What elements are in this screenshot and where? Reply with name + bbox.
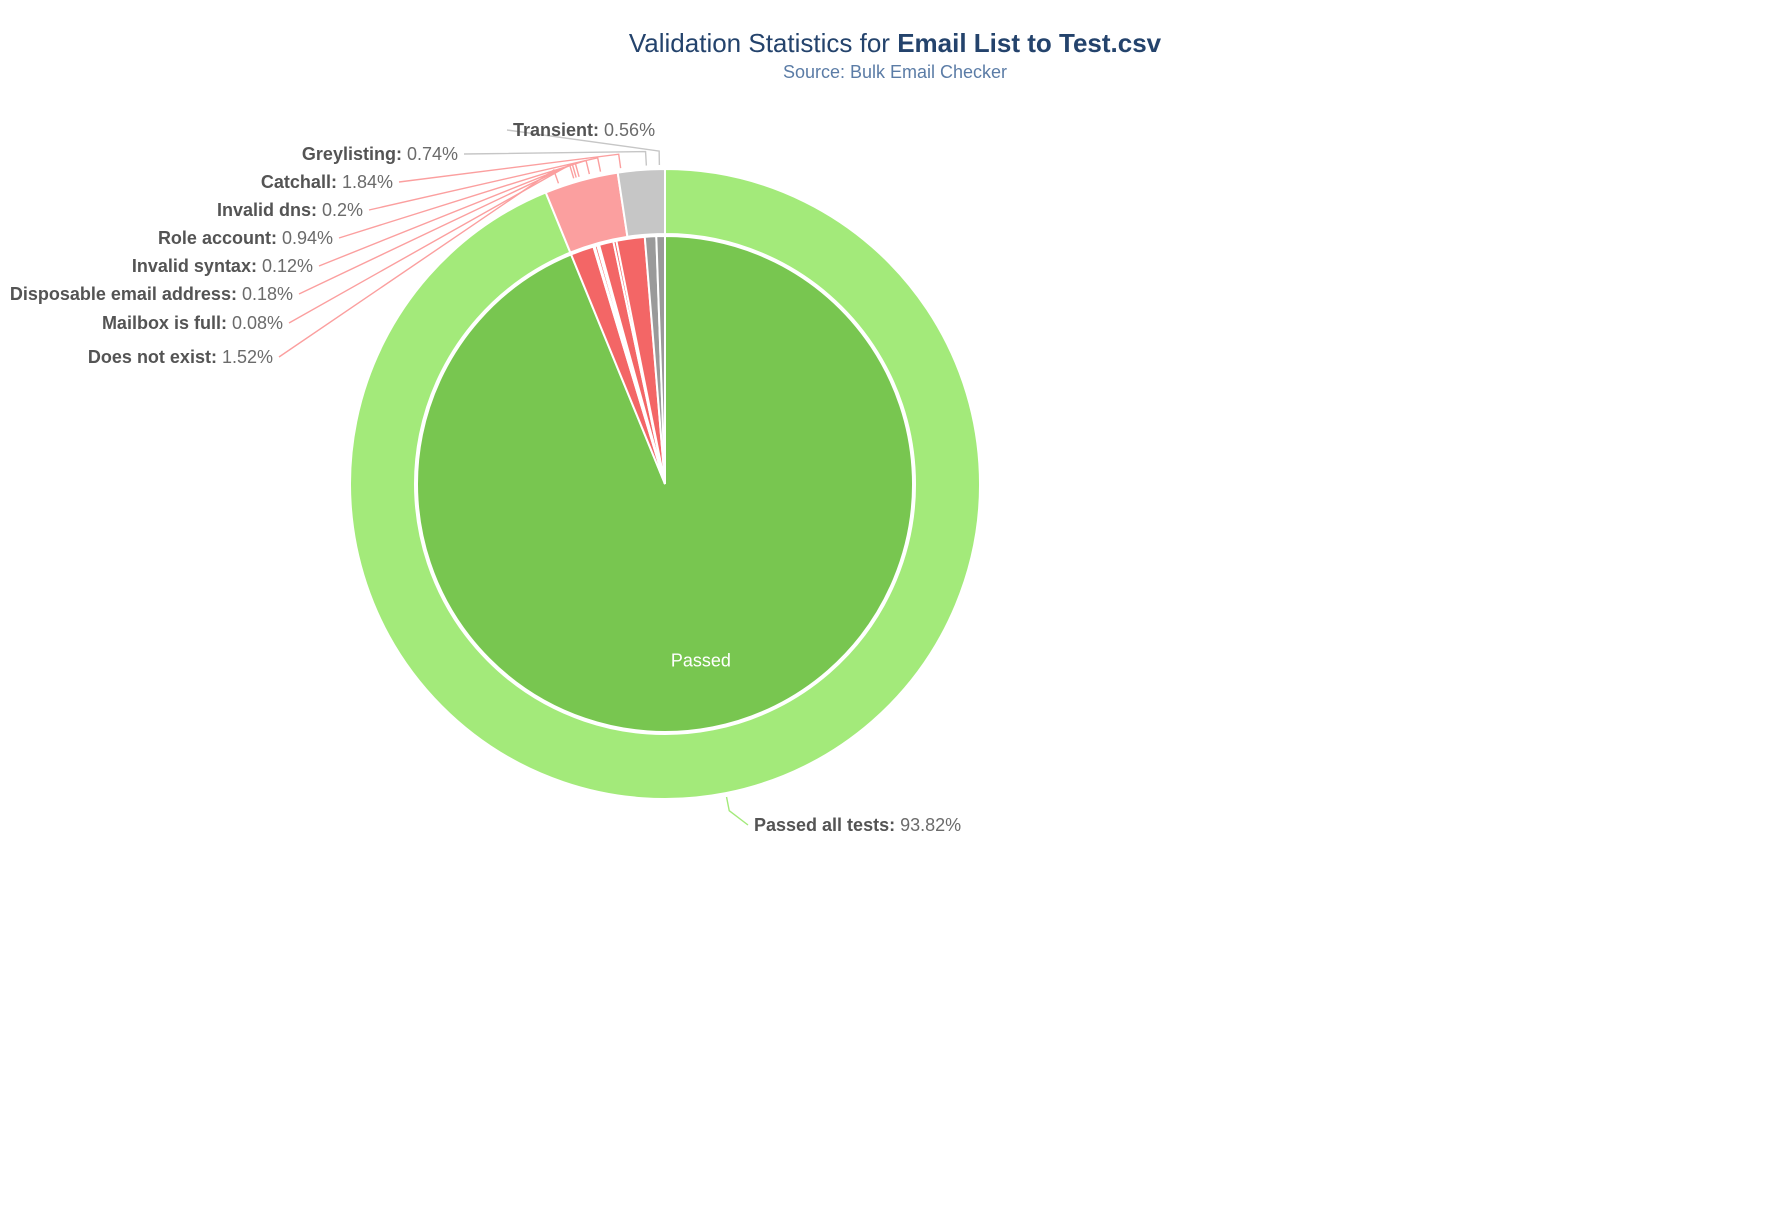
pie-chart: Passed Passed all tests: 93.82% Does not e… (0, 0, 1790, 1208)
slice-label-invalid-syntax: Invalid syntax: 0.12% (132, 256, 313, 276)
svg-text:Role account: 0.94%: Role account: 0.94% (158, 228, 333, 248)
slice-label-greylisting: Greylisting: 0.74% (302, 144, 458, 164)
slice-label-role-account: Role account: 0.94% (158, 228, 333, 248)
slice-label-invalid-dns: Invalid dns: 0.2% (217, 200, 363, 220)
svg-text:Greylisting: 0.74%: Greylisting: 0.74% (302, 144, 458, 164)
svg-text:Does not exist: 1.52%: Does not exist: 1.52% (88, 347, 273, 367)
svg-text:Catchall: 1.84%: Catchall: 1.84% (261, 172, 393, 192)
svg-text:Mailbox is full: 0.08%: Mailbox is full: 0.08% (102, 313, 283, 333)
svg-text:Invalid dns: 0.2%: Invalid dns: 0.2% (217, 200, 363, 220)
svg-text:Disposable email address: 0.18: Disposable email address: 0.18% (10, 284, 293, 304)
slice-label-passed-all-tests: Passed all tests: 93.82% (754, 815, 961, 835)
slice-label-catchall: Catchall: 1.84% (261, 172, 393, 192)
slice-label-disposable-email-address: Disposable email address: 0.18% (10, 284, 293, 304)
slice-label-does-not-exist: Does not exist: 1.52% (88, 347, 273, 367)
leader-line (727, 797, 748, 825)
inner-label-passed: Passed (671, 651, 731, 671)
svg-text:Transient: 0.56%: Transient: 0.56% (513, 120, 655, 140)
slice-label-transient: Transient: 0.56% (513, 120, 655, 140)
svg-text:Passed all tests: 93.82%: Passed all tests: 93.82% (754, 815, 961, 835)
slice-label-mailbox-is-full: Mailbox is full: 0.08% (102, 313, 283, 333)
svg-text:Invalid syntax: 0.12%: Invalid syntax: 0.12% (132, 256, 313, 276)
